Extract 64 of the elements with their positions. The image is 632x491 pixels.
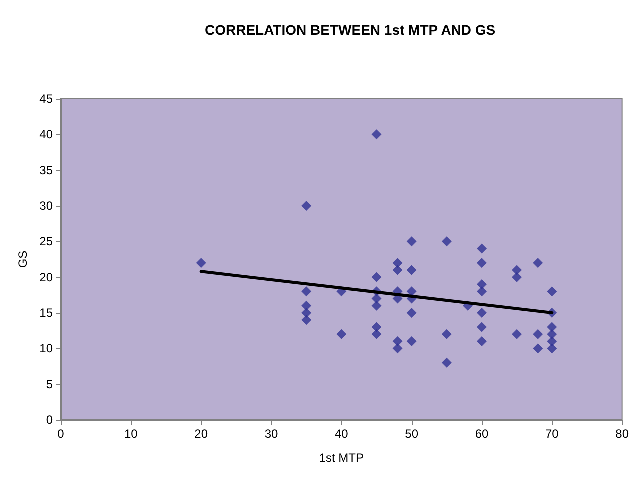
point <box>533 329 544 340</box>
point <box>392 344 403 354</box>
point <box>406 336 417 347</box>
point <box>372 322 382 332</box>
point <box>512 272 522 282</box>
x-tick-label: 70 <box>545 427 560 441</box>
point <box>476 244 487 254</box>
point <box>392 336 403 347</box>
x-tick-label: 0 <box>58 427 65 441</box>
point <box>302 201 312 211</box>
x-axis-title: 1st MTP <box>319 451 364 465</box>
point <box>302 286 312 297</box>
x-tick-label: 20 <box>194 427 208 441</box>
point <box>372 300 382 311</box>
point <box>442 358 452 368</box>
y-tick-label: 40 <box>40 128 54 142</box>
x-tick-label: 40 <box>334 427 349 441</box>
y-tick-label: 15 <box>40 306 54 320</box>
point <box>476 286 487 297</box>
y-tick-label: 20 <box>40 270 54 284</box>
y-tick-label: 5 <box>46 377 54 392</box>
point <box>302 315 312 326</box>
x-tick-label: 30 <box>264 427 278 441</box>
point <box>512 265 522 276</box>
point <box>547 322 558 332</box>
point <box>442 236 452 247</box>
y-tick-label: 25 <box>40 234 54 249</box>
x-tick-label: 50 <box>405 427 419 441</box>
point <box>406 236 417 247</box>
point <box>406 265 417 276</box>
point <box>476 336 487 347</box>
y-tick-label: 30 <box>40 199 54 213</box>
point <box>476 258 487 268</box>
point <box>476 308 487 318</box>
point <box>372 294 382 304</box>
point <box>372 329 382 340</box>
y-tick-label: 45 <box>40 92 54 106</box>
point <box>547 336 558 347</box>
y-axis-title: GS <box>16 250 30 268</box>
point <box>336 329 347 340</box>
point <box>392 258 403 268</box>
point <box>533 344 544 354</box>
point <box>547 286 558 297</box>
point <box>302 300 312 311</box>
point <box>372 272 382 282</box>
y-tick-label: 0 <box>46 413 54 427</box>
point <box>442 329 452 340</box>
point <box>533 258 544 268</box>
point <box>547 329 558 340</box>
point <box>392 265 403 276</box>
y-tick-label: 10 <box>40 342 54 356</box>
point <box>196 258 206 268</box>
chart-title: CORRELATION BETWEEN 1st MTP AND GS <box>205 22 496 38</box>
x-tick-label: 80 <box>616 427 630 441</box>
point <box>512 329 522 340</box>
point <box>372 130 382 140</box>
y-tick-label: 35 <box>40 163 54 178</box>
x-tick-label: 60 <box>475 427 489 441</box>
x-tick-label: 10 <box>124 427 138 441</box>
point <box>476 279 487 290</box>
point <box>406 308 417 318</box>
point <box>302 308 312 318</box>
point <box>476 322 487 332</box>
point <box>547 344 558 354</box>
